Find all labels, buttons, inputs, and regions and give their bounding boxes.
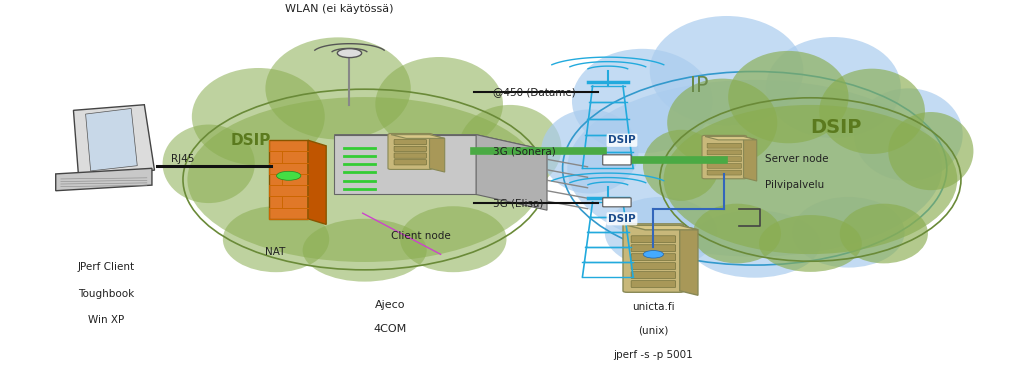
Text: Client node: Client node xyxy=(391,231,450,240)
Text: Pilvipalvelu: Pilvipalvelu xyxy=(765,180,824,190)
FancyBboxPatch shape xyxy=(707,157,742,162)
Text: DSIP: DSIP xyxy=(608,214,636,224)
Circle shape xyxy=(643,251,664,258)
FancyBboxPatch shape xyxy=(394,153,426,158)
FancyBboxPatch shape xyxy=(603,198,631,207)
Ellipse shape xyxy=(303,219,426,282)
Polygon shape xyxy=(85,108,137,171)
Polygon shape xyxy=(476,135,547,210)
Ellipse shape xyxy=(728,51,849,143)
FancyBboxPatch shape xyxy=(707,150,742,155)
Text: NAT: NAT xyxy=(265,248,286,257)
Polygon shape xyxy=(680,225,698,295)
Text: RJ45: RJ45 xyxy=(171,154,194,164)
Ellipse shape xyxy=(375,57,502,151)
FancyBboxPatch shape xyxy=(394,146,426,151)
Polygon shape xyxy=(705,137,757,140)
Polygon shape xyxy=(627,225,698,230)
Ellipse shape xyxy=(766,37,901,138)
Polygon shape xyxy=(269,140,308,219)
Ellipse shape xyxy=(759,215,862,272)
Ellipse shape xyxy=(888,112,973,190)
Ellipse shape xyxy=(854,88,962,181)
Ellipse shape xyxy=(162,125,255,203)
Ellipse shape xyxy=(668,79,777,167)
Ellipse shape xyxy=(572,49,712,153)
Text: DSIP: DSIP xyxy=(810,118,861,137)
Polygon shape xyxy=(430,135,445,172)
Ellipse shape xyxy=(643,130,719,201)
Ellipse shape xyxy=(459,105,561,191)
Text: 3G (Sonera): 3G (Sonera) xyxy=(493,147,556,156)
Ellipse shape xyxy=(689,210,821,278)
Text: Toughbook: Toughbook xyxy=(78,289,135,298)
Text: WLAN (ei käytössä): WLAN (ei käytössä) xyxy=(285,4,394,14)
Text: Server node: Server node xyxy=(765,154,829,164)
FancyBboxPatch shape xyxy=(631,236,676,242)
Ellipse shape xyxy=(265,37,411,140)
FancyBboxPatch shape xyxy=(631,263,676,269)
Ellipse shape xyxy=(541,109,638,193)
FancyBboxPatch shape xyxy=(631,280,676,287)
Polygon shape xyxy=(334,135,547,150)
Text: (unix): (unix) xyxy=(638,326,669,336)
Polygon shape xyxy=(334,135,476,194)
FancyBboxPatch shape xyxy=(631,245,676,252)
Polygon shape xyxy=(391,135,445,138)
Ellipse shape xyxy=(693,204,781,263)
Polygon shape xyxy=(56,168,152,191)
Circle shape xyxy=(277,171,301,180)
Text: Win XP: Win XP xyxy=(88,315,125,325)
Circle shape xyxy=(337,49,362,58)
Text: DSIP: DSIP xyxy=(608,135,636,145)
Polygon shape xyxy=(744,137,757,181)
FancyBboxPatch shape xyxy=(707,170,742,175)
FancyBboxPatch shape xyxy=(631,254,676,260)
Ellipse shape xyxy=(400,206,506,272)
Ellipse shape xyxy=(649,16,803,125)
Text: IP: IP xyxy=(690,76,708,96)
Ellipse shape xyxy=(820,69,925,154)
FancyBboxPatch shape xyxy=(707,143,742,148)
Ellipse shape xyxy=(223,206,329,272)
Ellipse shape xyxy=(191,68,325,165)
Text: 4COM: 4COM xyxy=(374,324,406,334)
FancyBboxPatch shape xyxy=(702,135,747,179)
Ellipse shape xyxy=(792,197,905,268)
Ellipse shape xyxy=(840,204,928,263)
FancyBboxPatch shape xyxy=(394,160,426,165)
Polygon shape xyxy=(73,105,154,176)
FancyBboxPatch shape xyxy=(388,134,433,169)
FancyBboxPatch shape xyxy=(631,272,676,278)
FancyBboxPatch shape xyxy=(394,140,426,145)
Text: unicta.fi: unicta.fi xyxy=(632,302,675,312)
Ellipse shape xyxy=(567,80,942,257)
FancyBboxPatch shape xyxy=(603,155,631,165)
Text: DSIP: DSIP xyxy=(231,133,271,148)
Ellipse shape xyxy=(187,97,542,262)
Text: Ajeco: Ajeco xyxy=(375,300,405,310)
Text: 3G (Elisa): 3G (Elisa) xyxy=(493,199,544,209)
Text: @450 (Datame): @450 (Datame) xyxy=(493,87,576,96)
Polygon shape xyxy=(308,140,326,224)
Ellipse shape xyxy=(605,197,717,268)
FancyBboxPatch shape xyxy=(707,163,742,168)
Text: JPerf Client: JPerf Client xyxy=(78,263,135,272)
FancyBboxPatch shape xyxy=(623,224,684,292)
Ellipse shape xyxy=(664,105,957,254)
Text: jperf -s -p 5001: jperf -s -p 5001 xyxy=(614,350,693,360)
